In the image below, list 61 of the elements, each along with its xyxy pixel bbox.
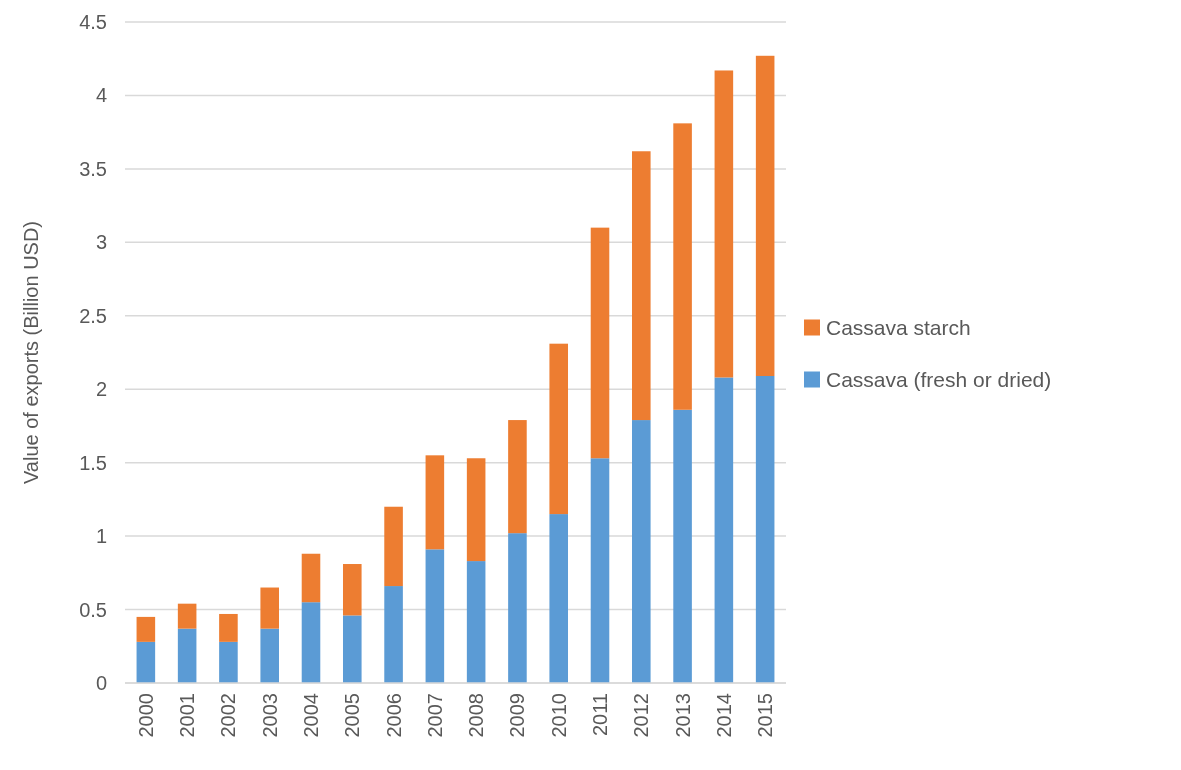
bar (549, 514, 569, 683)
bar (260, 587, 279, 629)
bar (508, 420, 527, 534)
bar (219, 613, 238, 642)
x-tick-label: 2005 (341, 693, 364, 738)
bar (673, 409, 692, 683)
x-tick-label: 2003 (258, 693, 281, 738)
bar (508, 533, 527, 683)
x-tick-label: 2010 (547, 693, 570, 738)
y-tick-label: 4.5 (79, 11, 107, 33)
bar (384, 506, 403, 587)
bar (177, 628, 197, 683)
x-tick-label: 2012 (630, 693, 653, 738)
bar (136, 616, 156, 642)
bar (342, 615, 362, 683)
x-tick-label: 2013 (671, 693, 694, 738)
bar (590, 458, 610, 683)
bar (755, 376, 775, 683)
bar (384, 586, 403, 683)
legend-label: Cassava starch (826, 315, 971, 339)
x-tick-label: 2014 (712, 693, 735, 738)
bar (632, 151, 651, 421)
y-axis-title: Value of exports (Billion USD) (20, 220, 42, 485)
x-tick-label: 2011 (589, 693, 611, 737)
bar (466, 561, 486, 683)
bar (466, 458, 486, 562)
bar (755, 55, 775, 376)
x-tick-label: 2002 (217, 693, 240, 738)
bar (425, 549, 445, 683)
y-tick-label: 1.5 (79, 451, 107, 474)
bar (136, 641, 156, 683)
y-tick-label: 3 (95, 231, 107, 254)
bar (714, 70, 734, 378)
bar (260, 628, 279, 683)
bar (714, 377, 734, 683)
x-tick-label: 2004 (300, 693, 322, 738)
x-tick-label: 2008 (465, 693, 488, 738)
x-tick-label: 2000 (134, 693, 157, 738)
y-tick-label: 0 (95, 672, 107, 694)
x-tick-label: 2007 (423, 693, 446, 738)
bar (549, 343, 569, 515)
bar (342, 564, 362, 616)
y-tick-label: 0.5 (79, 598, 107, 621)
x-tick-label: 2015 (754, 693, 777, 738)
bar (219, 641, 238, 683)
y-tick-label: 1 (95, 525, 107, 548)
bar (177, 603, 197, 629)
y-tick-label: 4 (95, 84, 107, 107)
bar (632, 420, 651, 683)
x-tick-label: 2001 (176, 693, 199, 738)
bar (301, 602, 321, 683)
y-tick-label: 3.5 (79, 157, 107, 180)
bar (301, 553, 321, 603)
bar (425, 455, 445, 550)
bar (673, 123, 692, 410)
bar (590, 227, 610, 459)
x-tick-label: 2006 (382, 693, 405, 738)
y-tick-label: 2 (95, 378, 107, 401)
legend-label: Cassava (fresh or dried) (826, 367, 1052, 391)
x-tick-label: 2009 (506, 693, 529, 738)
y-tick-label: 2.5 (79, 304, 107, 327)
